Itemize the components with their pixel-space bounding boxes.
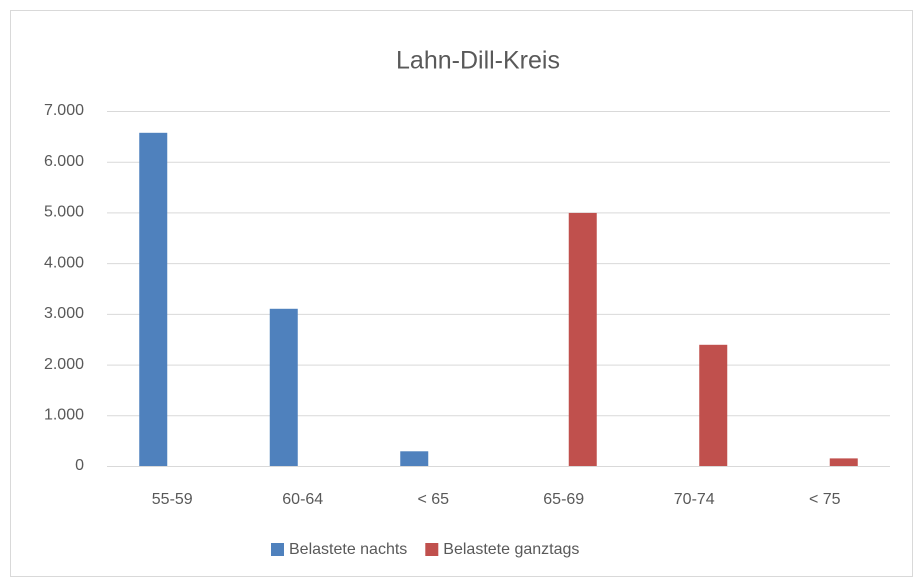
bar [829, 458, 858, 466]
x-tick-label: 55-59 [152, 491, 193, 508]
bar [400, 451, 429, 466]
x-tick-label: < 65 [417, 491, 449, 508]
legend-label: Belastete nachts [289, 541, 407, 558]
y-tick-label: 6.000 [44, 153, 84, 170]
y-tick-label: 0 [75, 457, 84, 474]
x-tick-label: 60-64 [282, 491, 323, 508]
bar [568, 212, 597, 466]
y-tick-label: 1.000 [44, 407, 84, 424]
legend-label: Belastete ganztags [443, 541, 579, 558]
chart-title: Lahn-Dill-Kreis [396, 47, 560, 75]
bar [269, 308, 298, 466]
bar [699, 344, 728, 466]
legend-swatch [271, 543, 284, 556]
y-tick-label: 5.000 [44, 204, 84, 221]
y-tick-label: 4.000 [44, 254, 84, 271]
y-tick-label: 7.000 [44, 102, 84, 119]
y-tick-label: 3.000 [44, 305, 84, 322]
x-tick-label: < 75 [809, 491, 841, 508]
x-tick-label: 65-69 [543, 491, 584, 508]
bar [139, 132, 168, 467]
legend-swatch [425, 543, 439, 556]
x-tick-label: 70-74 [674, 491, 715, 508]
y-tick-label: 2.000 [44, 356, 84, 373]
